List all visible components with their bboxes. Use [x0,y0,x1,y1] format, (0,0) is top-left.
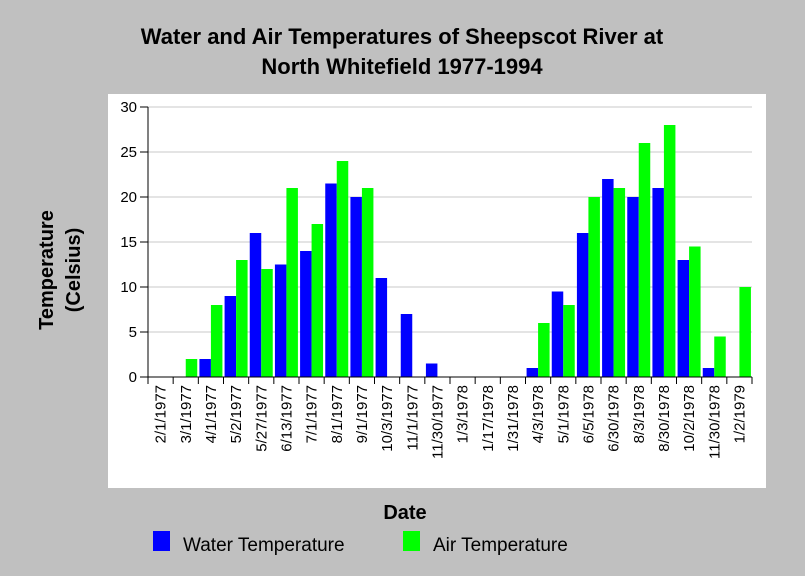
water-temperature-bar [325,183,337,377]
air-temperature-bar [714,336,726,377]
x-tick-label: 8/30/1978 [656,385,673,452]
water-temperature-bar [551,291,564,377]
y-tick-label: 5 [129,324,137,341]
air-temperature-bar [236,260,248,377]
legend-swatch-water [153,531,170,551]
x-tick-label: 4/1/1977 [203,385,220,443]
water-temperature-bar [576,233,589,377]
legend-label-water: Water Temperature [183,535,345,556]
water-temperature-bar [526,368,539,377]
air-temperature-bar [613,188,626,377]
x-tick-label: 9/1/1977 [354,385,371,443]
x-tick-label: 1/2/1979 [731,385,748,443]
air-temperature-bar [361,188,374,377]
water-temperature-bar [627,197,639,377]
legend-swatch-air [403,531,420,551]
y-axis-title-line-2: (Celsius) [63,228,85,312]
air-temperature-bar [538,323,550,377]
legend: Water Temperature Air Temperature [153,531,568,556]
air-temperature-bar [638,143,651,377]
x-tick-label: 4/3/1978 [530,385,547,443]
x-tick-label: 11/1/1977 [404,385,421,451]
water-temperature-bar [602,179,614,377]
y-tick-label: 0 [129,369,137,386]
legend-label-air: Air Temperature [433,535,568,556]
water-temperature-bar [350,197,362,377]
air-temperature-bar [185,359,198,377]
y-tick-label: 25 [120,144,137,161]
x-tick-label: 7/1/1977 [304,385,321,443]
water-temperature-bar [652,188,664,377]
x-tick-label: 6/30/1978 [606,385,623,452]
x-tick-label: 6/13/1977 [278,385,295,452]
x-tick-label: 1/31/1978 [505,385,522,452]
air-temperature-bar [261,269,273,377]
air-temperature-bar [563,305,575,377]
x-tick-label: 2/1/1977 [153,385,170,443]
x-tick-label: 1/3/1978 [455,385,472,443]
chart-title-line-1: Water and Air Temperatures of Sheepscot … [141,24,664,49]
y-axis: 0 5 10 15 20 25 30 [120,99,149,386]
y-tick-label: 20 [120,189,137,206]
x-tick-label: 10/3/1977 [379,385,396,452]
water-temperature-bar [425,363,438,377]
x-tick-label: 11/30/1977 [429,385,446,459]
air-temperature-bar [663,125,676,377]
air-temperature-bar [689,246,701,377]
chart-title-line-2: North Whitefield 1977-1994 [261,54,543,79]
x-tick-label: 11/30/1978 [706,385,723,459]
water-temperature-bar [400,314,413,377]
x-tick-label: 8/1/1977 [329,385,346,443]
air-temperature-bar [210,305,223,377]
air-temperature-bar [336,161,349,377]
x-axis: 2/1/1977 3/1/1977 4/1/1977 5/2/1977 5/27/197… [147,376,753,459]
y-tick-label: 15 [120,234,137,251]
water-temperature-bar [224,296,237,377]
x-tick-label: 10/2/1978 [681,385,698,452]
water-temperature-bar [702,368,715,377]
x-axis-title: Date [383,502,426,524]
water-temperature-bar [375,278,388,377]
x-tick-label: 8/3/1978 [631,385,648,443]
water-temperature-bar [274,264,287,377]
water-temperature-bar [199,359,211,377]
water-temperature-bar [677,260,690,377]
bars [185,125,751,377]
y-axis-title-line-1: Temperature [36,210,58,330]
x-tick-label: 6/5/1978 [580,385,597,443]
x-tick-label: 5/27/1977 [253,385,270,452]
water-temperature-bar [300,251,312,377]
water-temperature-bar [249,233,262,377]
air-temperature-bar [311,224,324,377]
air-temperature-bar [739,287,751,377]
x-tick-label: 3/1/1977 [178,385,195,443]
x-tick-label: 5/2/1977 [228,385,245,443]
x-tick-label: 5/1/1978 [555,385,572,443]
air-temperature-bar [286,188,298,377]
y-tick-label: 10 [120,279,137,296]
grid [148,106,752,333]
air-temperature-bar [588,197,600,377]
y-tick-label: 30 [120,99,137,116]
x-tick-label: 1/17/1978 [480,385,497,452]
